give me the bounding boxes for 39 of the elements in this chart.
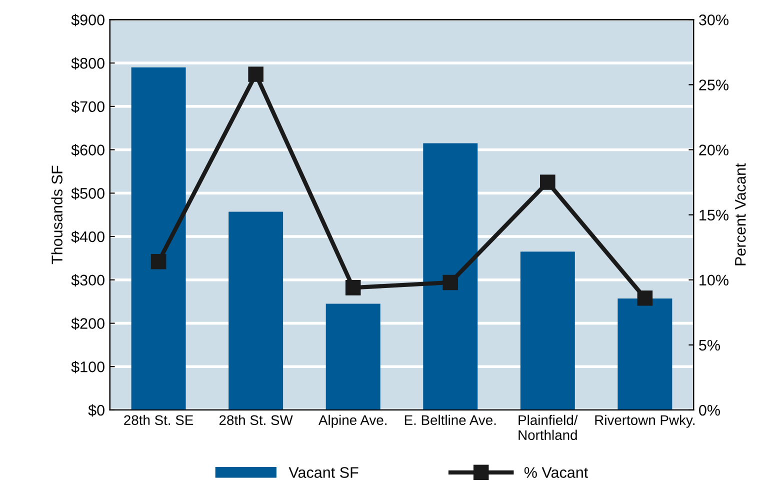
point [442, 274, 458, 290]
y-tick-label: $400 [71, 230, 104, 244]
y2-axis-title: Percent Vacant [735, 163, 746, 266]
y-tick-label: $100 [71, 360, 104, 374]
y2-tick-label: 10% [700, 274, 728, 286]
bar [423, 143, 478, 410]
legend-label: Vacant SF [288, 467, 358, 478]
y2-tick-label: 5% [699, 340, 720, 351]
y-tick-label: $900 [71, 14, 104, 26]
x-tick-label: 28th St. SW [219, 414, 293, 426]
y2-tick-label: 25% [699, 80, 728, 90]
y-tick-label: $600 [71, 144, 104, 156]
x-tick-label: Rivertown Pwky. [595, 414, 694, 428]
y-axis-title: Thousands SF [51, 166, 62, 264]
y-tick-label: $500 [71, 187, 104, 200]
x-tick-label: 28th St. SE [124, 414, 194, 426]
bar [326, 304, 380, 410]
y2-tick-label: 0% [699, 404, 720, 416]
point [540, 174, 556, 190]
y2-tick-label: 30% [699, 14, 728, 26]
y2-tick-label: 15% [700, 210, 728, 220]
y2-tick-label: 20% [699, 144, 728, 156]
point [637, 290, 653, 306]
point [248, 66, 264, 82]
y-tick-label: $300 [71, 274, 104, 286]
point [345, 280, 361, 296]
bar [618, 298, 672, 410]
bar [228, 212, 284, 410]
point [150, 254, 166, 270]
y-tick-label: $200 [71, 317, 104, 330]
x-tick-label: Plainfield/ Northland [518, 414, 578, 440]
y-tick-label: $700 [71, 100, 104, 113]
x-tick-label: Alpine Ave. [318, 414, 386, 428]
legend-label: % Vacant [524, 467, 588, 478]
bar [131, 67, 186, 410]
bar [520, 252, 575, 410]
y-tick-label: $800 [71, 57, 104, 70]
x-tick-label: E. Beltline Ave. [404, 414, 496, 426]
y-tick-label: $0 [88, 404, 104, 417]
